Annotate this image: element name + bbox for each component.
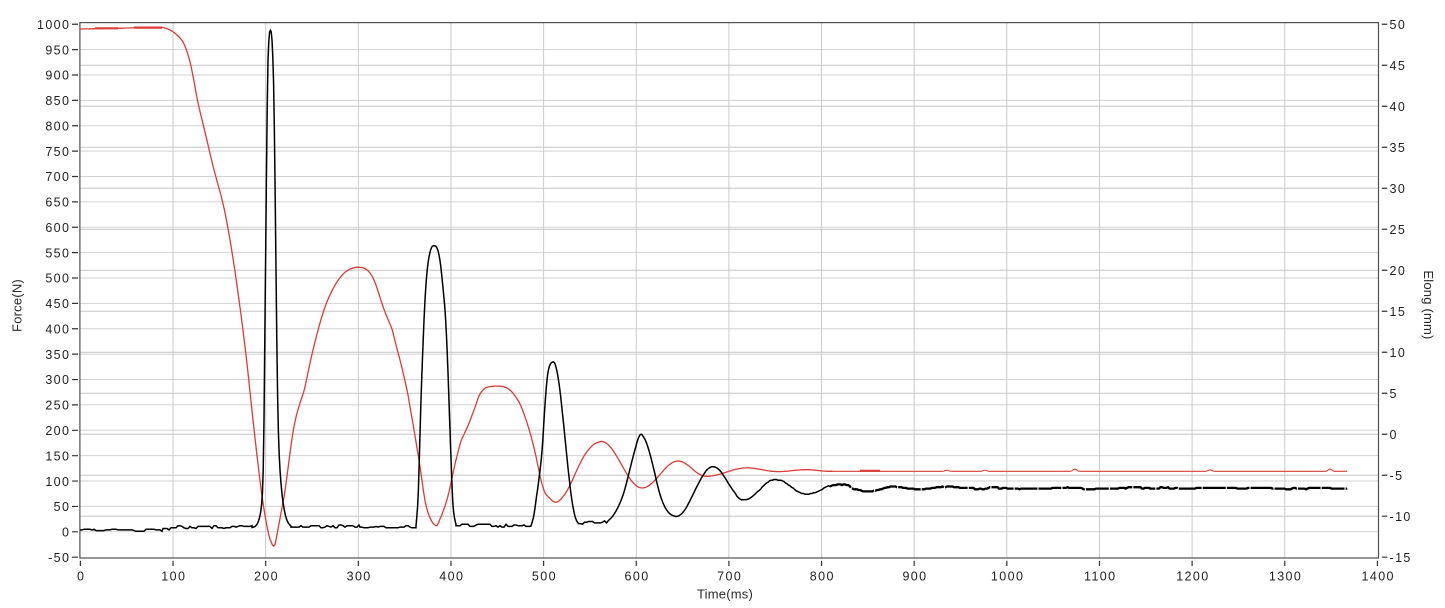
- svg-text:100: 100: [45, 475, 70, 489]
- svg-text:45: 45: [1390, 59, 1407, 73]
- svg-text:25: 25: [1390, 223, 1407, 237]
- svg-text:600: 600: [625, 570, 650, 584]
- svg-text:1000: 1000: [991, 570, 1024, 584]
- svg-text:50: 50: [1390, 18, 1407, 32]
- svg-text:Force(N): Force(N): [10, 279, 25, 332]
- svg-text:400: 400: [45, 322, 70, 336]
- svg-text:300: 300: [45, 373, 70, 387]
- svg-text:1000: 1000: [37, 18, 70, 32]
- svg-text:750: 750: [45, 145, 70, 159]
- svg-text:10: 10: [1390, 346, 1407, 360]
- svg-text:900: 900: [902, 570, 927, 584]
- svg-text:0: 0: [1390, 428, 1398, 442]
- svg-text:40: 40: [1390, 100, 1407, 114]
- svg-text:30: 30: [1390, 182, 1407, 196]
- svg-text:700: 700: [45, 170, 70, 184]
- svg-text:150: 150: [45, 449, 70, 463]
- svg-text:500: 500: [532, 570, 557, 584]
- svg-text:950: 950: [45, 43, 70, 57]
- svg-text:800: 800: [810, 570, 835, 584]
- svg-text:1200: 1200: [1176, 570, 1209, 584]
- svg-text:250: 250: [45, 399, 70, 413]
- svg-text:-5: -5: [1390, 469, 1404, 483]
- svg-text:400: 400: [439, 570, 464, 584]
- svg-text:5: 5: [1390, 387, 1398, 401]
- svg-text:1100: 1100: [1084, 570, 1116, 584]
- svg-text:450: 450: [45, 297, 70, 311]
- svg-text:500: 500: [45, 272, 70, 286]
- svg-text:0: 0: [77, 570, 85, 584]
- svg-text:200: 200: [254, 570, 279, 584]
- svg-text:-15: -15: [1390, 551, 1412, 565]
- svg-text:550: 550: [45, 246, 70, 260]
- svg-text:300: 300: [347, 570, 372, 584]
- svg-text:35: 35: [1390, 141, 1407, 155]
- svg-text:50: 50: [54, 500, 71, 514]
- svg-text:20: 20: [1390, 264, 1407, 278]
- svg-text:100: 100: [161, 570, 186, 584]
- svg-text:900: 900: [45, 69, 70, 83]
- svg-text:200: 200: [45, 424, 70, 438]
- svg-text:1400: 1400: [1361, 570, 1394, 584]
- svg-text:15: 15: [1390, 305, 1407, 319]
- svg-text:850: 850: [45, 94, 70, 108]
- svg-text:700: 700: [717, 570, 742, 584]
- svg-text:Time(ms): Time(ms): [697, 587, 753, 602]
- svg-text:-50: -50: [48, 551, 70, 565]
- svg-text:350: 350: [45, 348, 70, 362]
- svg-text:Elong (mm): Elong (mm): [1421, 270, 1436, 339]
- svg-text:650: 650: [45, 196, 70, 210]
- svg-text:800: 800: [45, 119, 70, 133]
- svg-text:-10: -10: [1390, 510, 1412, 524]
- svg-text:0: 0: [62, 526, 70, 540]
- svg-text:600: 600: [45, 221, 70, 235]
- svg-text:1300: 1300: [1269, 570, 1302, 584]
